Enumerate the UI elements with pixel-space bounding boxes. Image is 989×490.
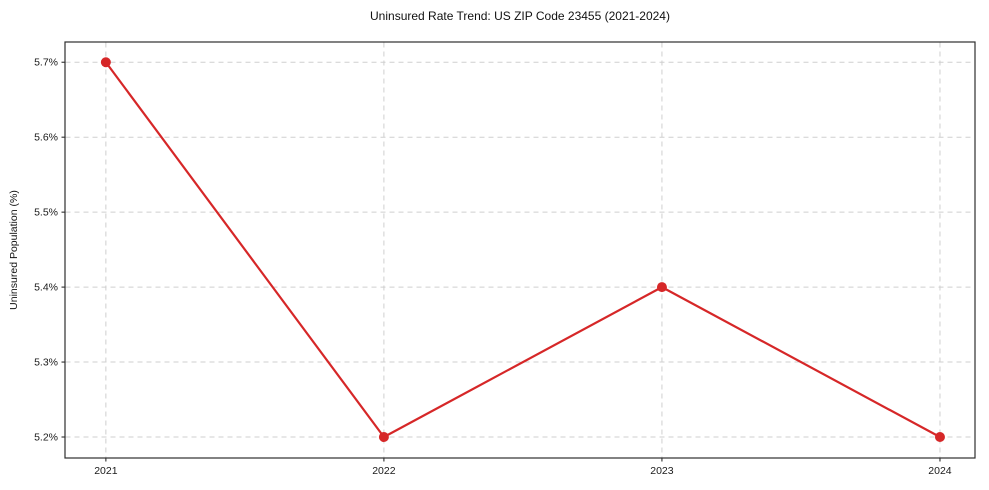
data-series-layer	[100, 57, 945, 443]
y-tick-label: 5.6%	[34, 132, 58, 144]
plot-border	[64, 41, 976, 459]
data-point	[100, 57, 111, 68]
y-tick-label: 5.5%	[34, 207, 58, 219]
y-tick-label: 5.2%	[34, 432, 58, 444]
data-point	[378, 432, 389, 443]
x-tick-label: 2021	[94, 465, 118, 477]
y-tick-label: 5.3%	[34, 357, 58, 369]
chart-title: Uninsured Rate Trend: US ZIP Code 23455 …	[370, 9, 670, 23]
y-tick-label: 5.7%	[34, 57, 58, 69]
y-tick-label: 5.4%	[34, 282, 58, 294]
x-tick-label: 2022	[372, 465, 396, 477]
gridlines-layer	[65, 42, 975, 458]
data-point	[656, 282, 667, 293]
x-tick-label: 2023	[650, 465, 674, 477]
x-tick-labels: 2021 2022 2023 2024	[94, 465, 952, 477]
data-point	[934, 432, 945, 443]
y-tick-labels: 5.2% 5.3% 5.4% 5.5% 5.6% 5.7%	[34, 57, 58, 444]
axis-ticks-layer	[61, 61, 941, 462]
x-tick-label: 2024	[928, 465, 952, 477]
trend-line	[104, 61, 942, 439]
